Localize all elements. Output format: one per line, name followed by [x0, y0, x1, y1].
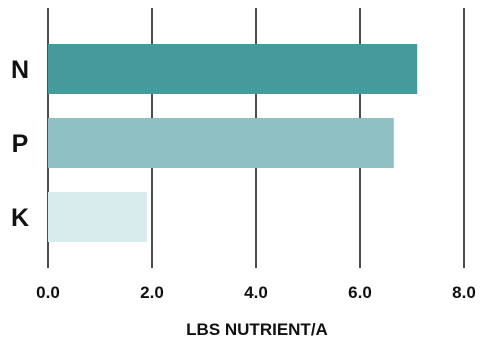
category-labels: N P K [11, 56, 29, 232]
bars [48, 44, 418, 242]
x-tick-label: 6.0 [348, 283, 372, 302]
category-label-n: N [11, 56, 29, 84]
x-tick-label: 4.0 [244, 283, 268, 302]
bar-k [48, 192, 147, 242]
bar-p [48, 118, 394, 168]
bar-n [48, 44, 418, 94]
category-label-k: K [11, 204, 29, 232]
tick-labels: 0.0 2.0 4.0 6.0 8.0 [36, 283, 476, 302]
x-axis-label: LBS NUTRIENT/A [186, 320, 328, 339]
x-tick-label: 8.0 [452, 283, 476, 302]
x-tick-label: 0.0 [36, 283, 60, 302]
x-tick-label: 2.0 [140, 283, 164, 302]
category-label-p: P [12, 130, 29, 158]
